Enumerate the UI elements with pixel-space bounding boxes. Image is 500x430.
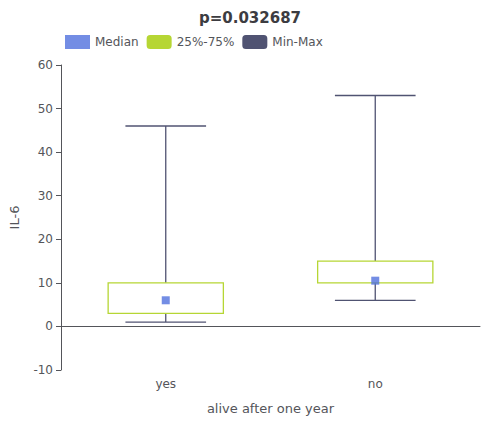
svg-text:40: 40 <box>38 145 53 159</box>
svg-text:-10: -10 <box>33 363 53 377</box>
svg-text:p=0.032687: p=0.032687 <box>199 9 301 27</box>
svg-text:30: 30 <box>38 189 53 203</box>
svg-text:25%-75%: 25%-75% <box>177 35 235 49</box>
svg-text:IL-6: IL-6 <box>7 206 22 230</box>
svg-text:10: 10 <box>38 276 53 290</box>
svg-text:alive after one year: alive after one year <box>207 401 335 416</box>
svg-text:no: no <box>368 377 383 391</box>
svg-text:50: 50 <box>38 102 53 116</box>
svg-text:0: 0 <box>45 319 53 333</box>
svg-text:20: 20 <box>38 232 53 246</box>
svg-text:Min-Max: Min-Max <box>272 35 322 49</box>
svg-text:Median: Median <box>95 35 139 49</box>
svg-text:yes: yes <box>155 377 176 391</box>
svg-text:60: 60 <box>38 58 53 72</box>
